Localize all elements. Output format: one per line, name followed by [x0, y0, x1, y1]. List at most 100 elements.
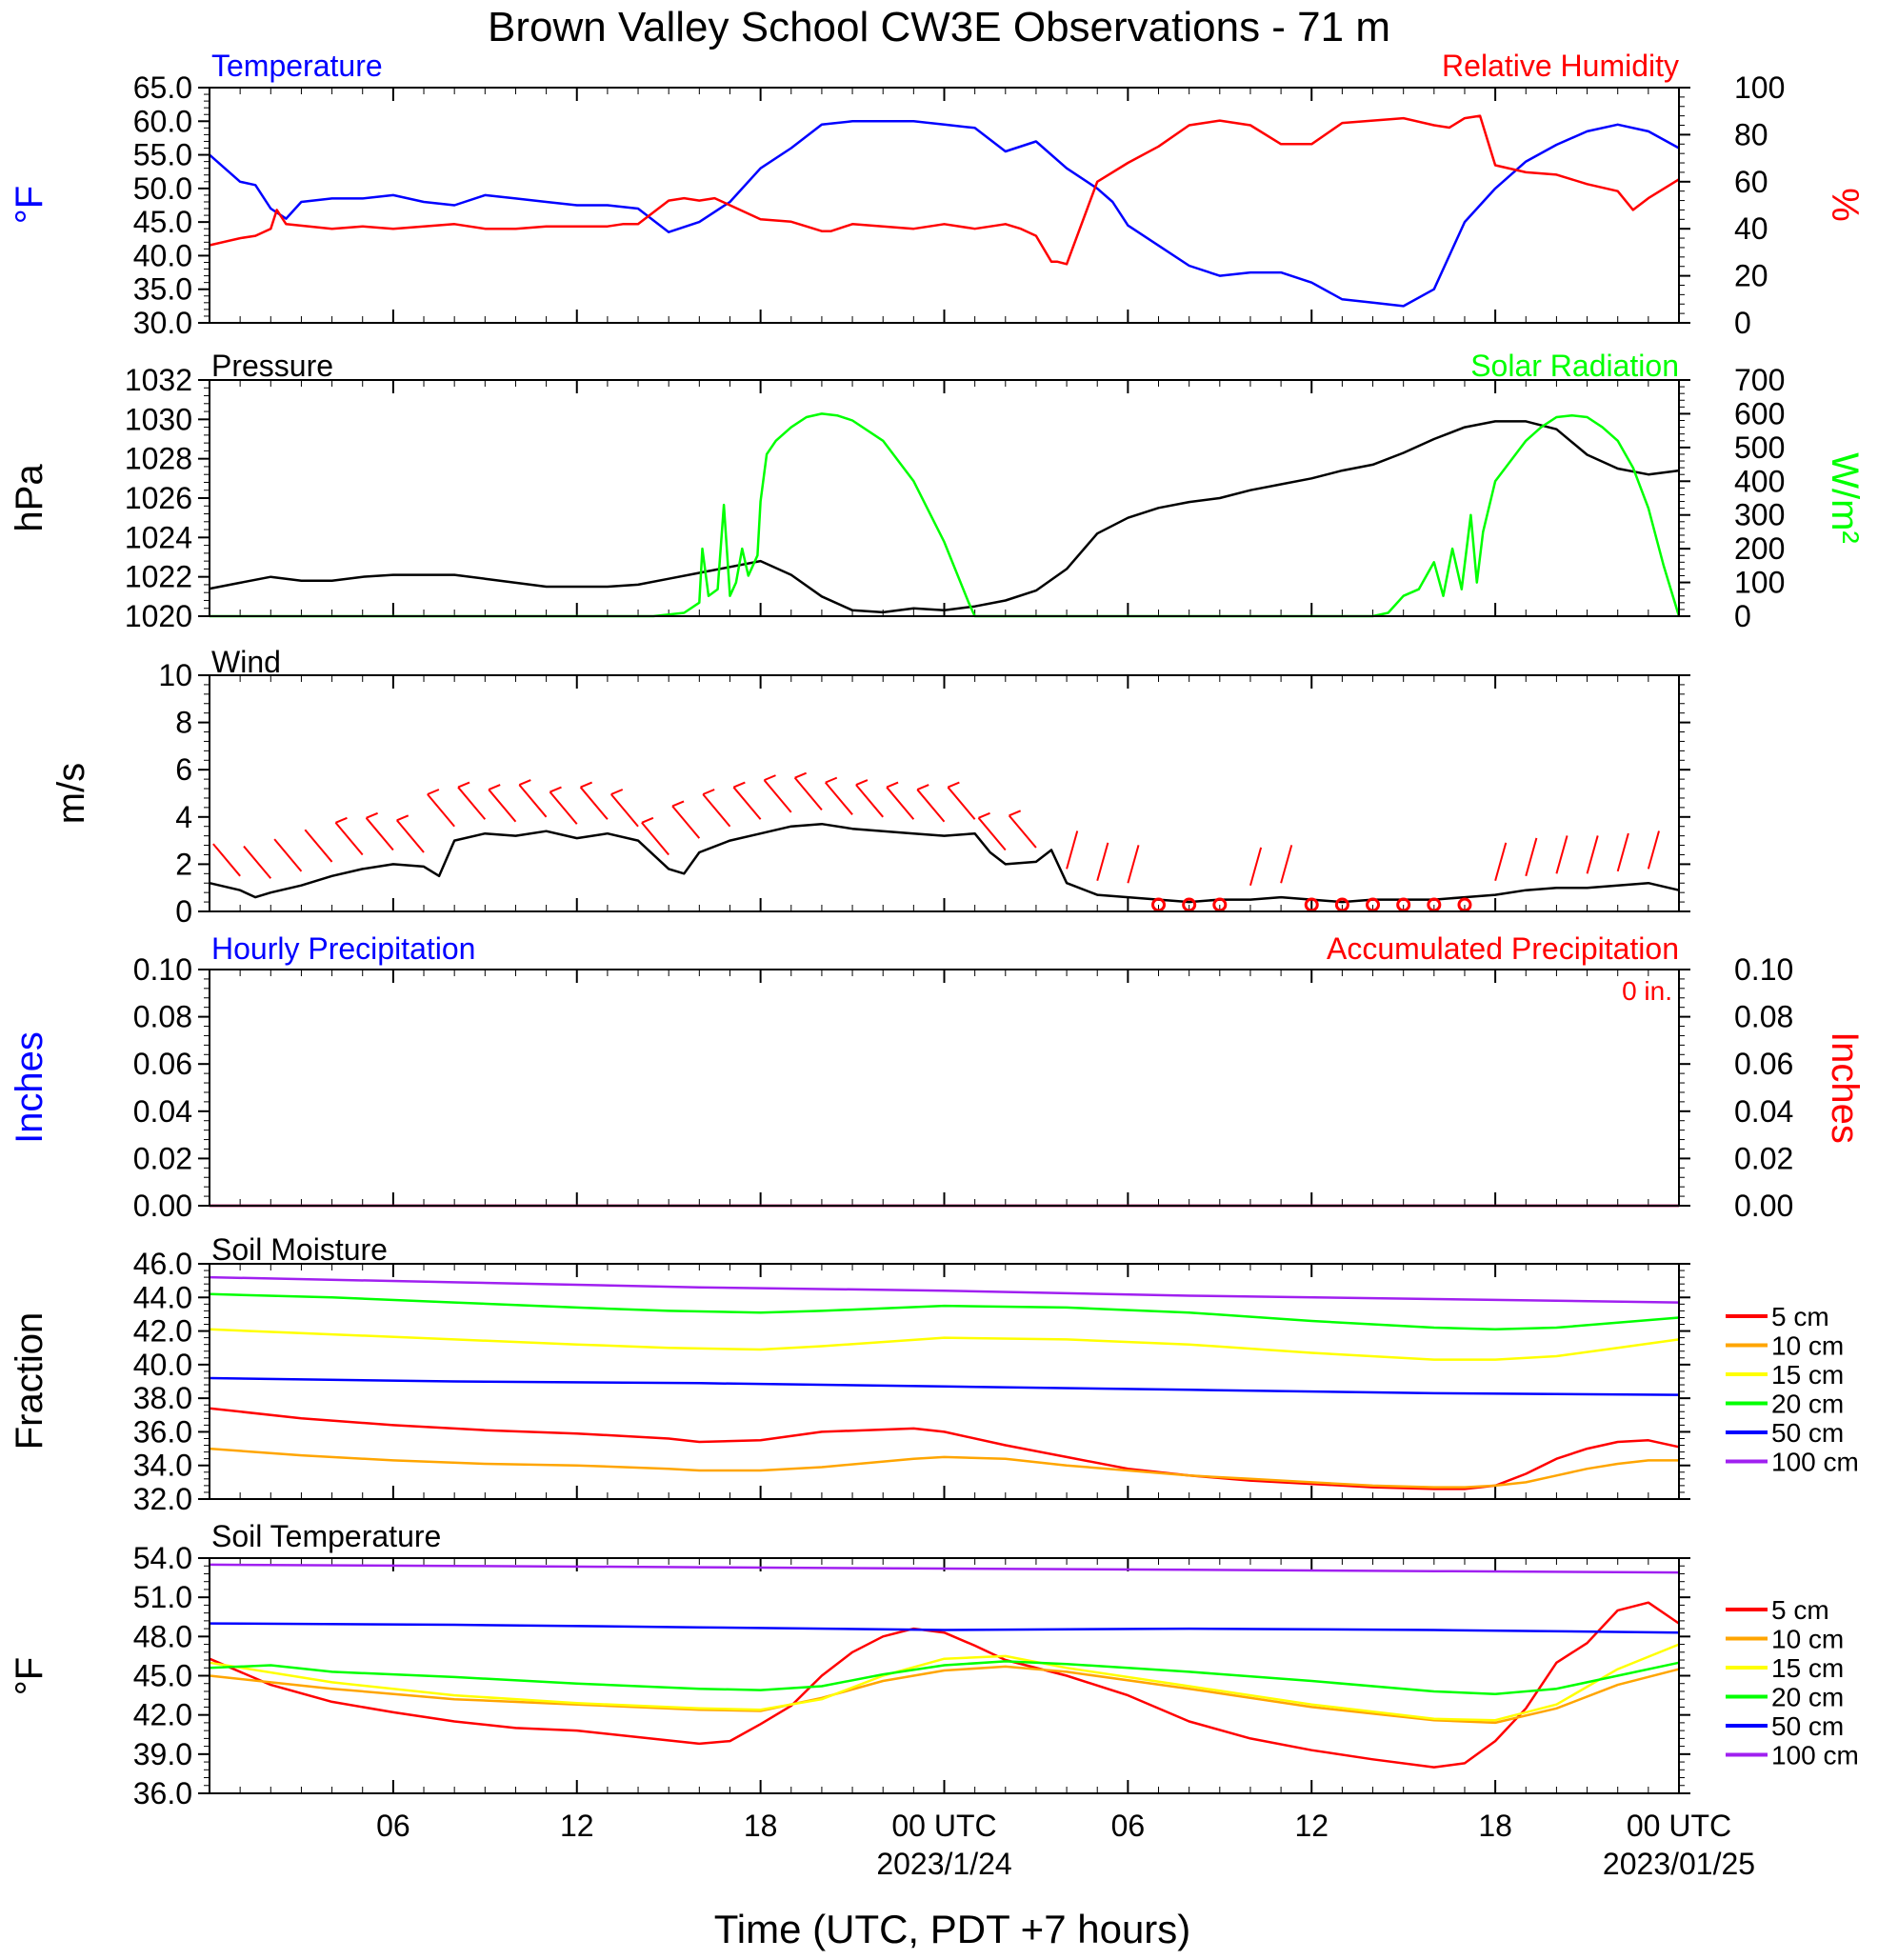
- y-tick-label: 0.08: [133, 1000, 192, 1034]
- wind-barb: [212, 843, 241, 877]
- series-line-15-cm: [209, 1643, 1680, 1722]
- y-tick-label: 40.0: [133, 1348, 192, 1382]
- wind-barb-flag: [978, 811, 990, 819]
- y-tick-label: 1022: [125, 560, 192, 594]
- soil-temperature-title: Soil Temperature: [211, 1519, 441, 1553]
- soil-moisture-ticks: 46.044.042.040.038.036.034.032.0: [133, 1247, 1690, 1516]
- accumulated-precipitation-total: 0 in.: [1622, 976, 1672, 1006]
- x-tick-date: 2023/1/24: [876, 1847, 1011, 1881]
- wind-barb: [427, 793, 455, 828]
- wind-barb: [1494, 842, 1508, 882]
- pressure-title: Pressure: [211, 349, 333, 383]
- humidity-unit: %: [1824, 188, 1866, 222]
- pressure-ticks: 1032 1030 1028 1026 1024 1022 1020 700600500400…: [125, 363, 1786, 633]
- legend-label: 100 cm: [1771, 1448, 1859, 1477]
- y2-tick-label: 0.00: [1734, 1189, 1793, 1223]
- wind-barb: [947, 786, 976, 820]
- wind-barb: [1555, 835, 1568, 874]
- y2-tick-label: 600: [1734, 396, 1785, 430]
- wind-barb: [1066, 830, 1079, 870]
- wind-barb-flag: [855, 779, 869, 787]
- wind-barb-flag: [457, 781, 470, 789]
- wind-barb: [732, 786, 762, 820]
- figure-title: Brown Valley School CW3E Observations - …: [488, 4, 1390, 50]
- soil-moisture-title: Soil Moisture: [211, 1232, 388, 1267]
- wind-barb: [1647, 830, 1660, 870]
- series-line-pressure: [209, 420, 1680, 614]
- y-tick-label: 1020: [125, 599, 192, 633]
- y-tick-label: 44.0: [133, 1280, 192, 1314]
- y-tick-label: 42.0: [133, 1698, 192, 1732]
- y-tick-label: 1026: [125, 481, 192, 515]
- wind-barb: [1616, 832, 1629, 872]
- y-tick-label: 36.0: [133, 1776, 192, 1810]
- wind-barb: [702, 793, 731, 828]
- wind-barb: [763, 779, 792, 813]
- series-line-10-cm: [209, 1447, 1679, 1489]
- y2-tick-label: 40: [1734, 211, 1768, 246]
- precipitation-unit-left: Inches: [9, 1031, 50, 1144]
- wind-barb: [334, 822, 364, 856]
- series-line-temperature: [209, 120, 1680, 308]
- wind-barb-flag: [610, 789, 624, 795]
- y2-tick-label: 0.08: [1734, 1000, 1793, 1034]
- y-tick-label: 0.06: [133, 1047, 192, 1081]
- wind-barb-flag: [366, 811, 378, 819]
- wind-plot-frame: [209, 674, 1680, 912]
- x-tick-label: 18: [744, 1809, 778, 1843]
- soil-moisture-unit: Fraction: [9, 1312, 50, 1450]
- wind-barb: [488, 789, 517, 823]
- y2-tick-label: 0.02: [1734, 1141, 1793, 1175]
- series-line-solar-radiation: [210, 412, 1681, 618]
- y-tick-label: 0.04: [133, 1094, 192, 1129]
- wind-barb: [518, 784, 548, 818]
- precipitation-unit-right: Inches: [1824, 1031, 1866, 1144]
- y2-tick-label: 0: [1734, 599, 1751, 633]
- legend-label: 10 cm: [1771, 1331, 1844, 1361]
- series-line-15-cm: [209, 1328, 1680, 1361]
- wind-barb: [671, 805, 701, 839]
- wind-barb-flag: [335, 816, 348, 824]
- pressure-solar-lines: [209, 412, 1681, 618]
- legend-label: 10 cm: [1771, 1625, 1844, 1654]
- y-tick-label: 45.0: [133, 1659, 192, 1693]
- y2-tick-label: 200: [1734, 531, 1785, 566]
- wind-barb-flag: [1009, 810, 1022, 817]
- y2-tick-label: 100: [1734, 70, 1785, 105]
- wind-barb: [243, 845, 272, 879]
- x-tick-label: 00 UTC: [1627, 1809, 1731, 1843]
- soil-moisture-plot-frame: [209, 1263, 1680, 1500]
- legend-label: 50 cm: [1771, 1418, 1844, 1448]
- wind-barb-flag: [794, 771, 808, 779]
- wind-barb-flag: [825, 776, 838, 784]
- x-tick-label: 12: [1294, 1809, 1329, 1843]
- solar-title: Solar Radiation: [1470, 349, 1679, 383]
- y-tick-label: 50.0: [133, 171, 192, 206]
- series-line-20-cm: [209, 1292, 1680, 1331]
- wind-barb-flag: [518, 779, 531, 787]
- temperature-plot-frame: [209, 87, 1680, 324]
- y2-tick-label: 100: [1734, 566, 1785, 600]
- y2-tick-label: 400: [1734, 464, 1785, 498]
- y-tick-label: 60.0: [133, 104, 192, 138]
- x-tick-date: 2023/01/25: [1603, 1847, 1755, 1881]
- y2-tick-label: 300: [1734, 498, 1785, 532]
- wind-barb: [609, 793, 639, 828]
- y-tick-label: 2: [175, 847, 192, 881]
- y-tick-label: 0: [175, 894, 192, 929]
- soil-moisture-lines: [209, 1275, 1680, 1490]
- wind-barb-flag: [947, 781, 960, 789]
- accumulated-precipitation-title: Accumulated Precipitation: [1327, 931, 1679, 966]
- wind-barb-flag: [764, 774, 776, 782]
- wind-barb-flag: [396, 814, 410, 822]
- wind-barb-flag: [702, 789, 715, 795]
- wind-barb: [793, 777, 823, 811]
- legend-label: 100 cm: [1771, 1741, 1859, 1770]
- x-tick-labels: 06 12 18 00 UTC 2023/1/24 06 12 18 00 UTC 2023/01…: [376, 1809, 1755, 1881]
- wind-barb-flag: [549, 786, 562, 793]
- y-tick-label: 0.10: [133, 952, 192, 987]
